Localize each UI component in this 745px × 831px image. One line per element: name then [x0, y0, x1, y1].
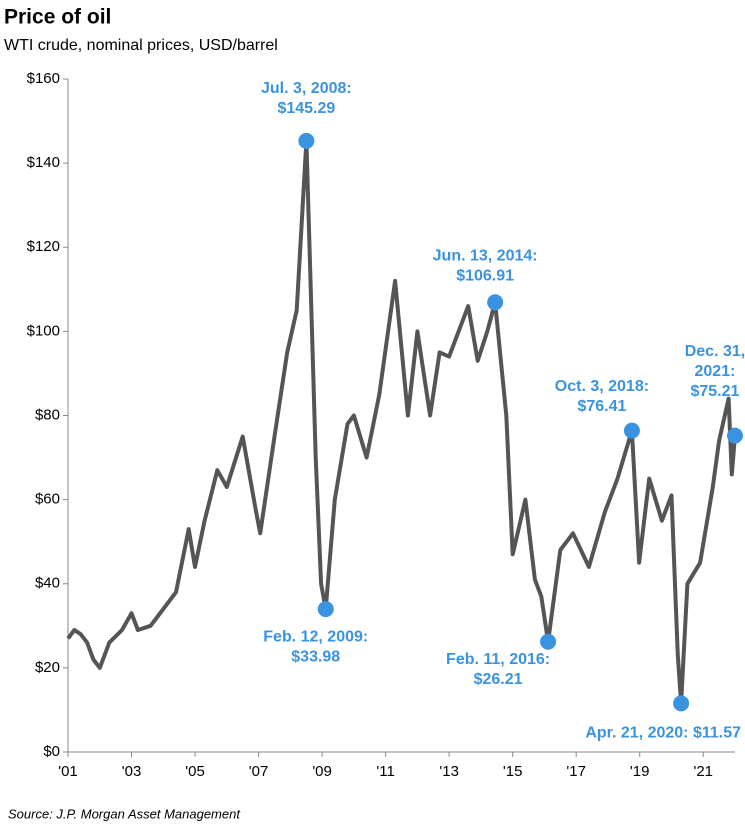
annotation-label: Feb. 12, 2009: — [263, 628, 368, 645]
annotation-label: Dec. 31, — [685, 343, 745, 360]
annotation-label: Apr. 21, 2020: $11.57 — [585, 725, 741, 742]
annotation-label: $33.98 — [291, 648, 340, 665]
annotation-label: Jul. 3, 2008: — [261, 80, 352, 97]
x-tick-label: '21 — [693, 763, 713, 780]
y-tick-label: $0 — [43, 743, 60, 760]
x-tick-label: '17 — [566, 763, 586, 780]
annotation-label: $106.91 — [456, 268, 514, 285]
y-tick-label: $20 — [35, 659, 60, 676]
annotation-label: $26.21 — [474, 671, 523, 688]
y-tick-label: $40 — [35, 575, 60, 592]
x-tick-label: '03 — [122, 763, 142, 780]
annotation-marker — [623, 422, 640, 439]
x-tick-label: '15 — [503, 763, 523, 780]
y-tick-label: $160 — [27, 70, 60, 87]
annotation-marker — [726, 427, 743, 444]
x-tick-label: '11 — [376, 763, 394, 780]
price-line — [66, 138, 737, 706]
annotation-marker — [540, 633, 557, 650]
annotation-label: $145.29 — [277, 100, 335, 117]
annotation-label: $75.21 — [690, 383, 739, 400]
annotation-marker — [298, 132, 315, 149]
chart-title: Price of oil — [4, 6, 111, 29]
y-tick-label: $120 — [27, 238, 60, 255]
annotation-marker — [673, 695, 690, 712]
annotation-marker — [317, 601, 334, 618]
chart-subtitle: WTI crude, nominal prices, USD/barrel — [4, 37, 278, 54]
annotation-label: 2021: — [695, 363, 736, 380]
y-tick-label: $80 — [35, 406, 60, 423]
y-tick-label: $60 — [35, 491, 60, 508]
x-tick-label: '13 — [439, 763, 459, 780]
x-tick-label: '01 — [58, 763, 78, 780]
x-tick-label: '19 — [630, 763, 650, 780]
annotation-label: $76.41 — [577, 398, 626, 415]
annotation-label: Feb. 11, 2016: — [446, 651, 550, 668]
y-tick-label: $100 — [27, 322, 60, 339]
annotation-marker — [487, 294, 504, 311]
annotation-label: Jun. 13, 2014: — [433, 248, 538, 265]
y-tick-label: $140 — [27, 154, 60, 171]
x-tick-label: '09 — [312, 763, 332, 780]
x-tick-label: '07 — [249, 763, 269, 780]
source: Source: J.P. Morgan Asset Management — [8, 806, 241, 821]
x-tick-label: '05 — [185, 763, 205, 780]
annotation-label: Oct. 3, 2018: — [555, 378, 649, 395]
